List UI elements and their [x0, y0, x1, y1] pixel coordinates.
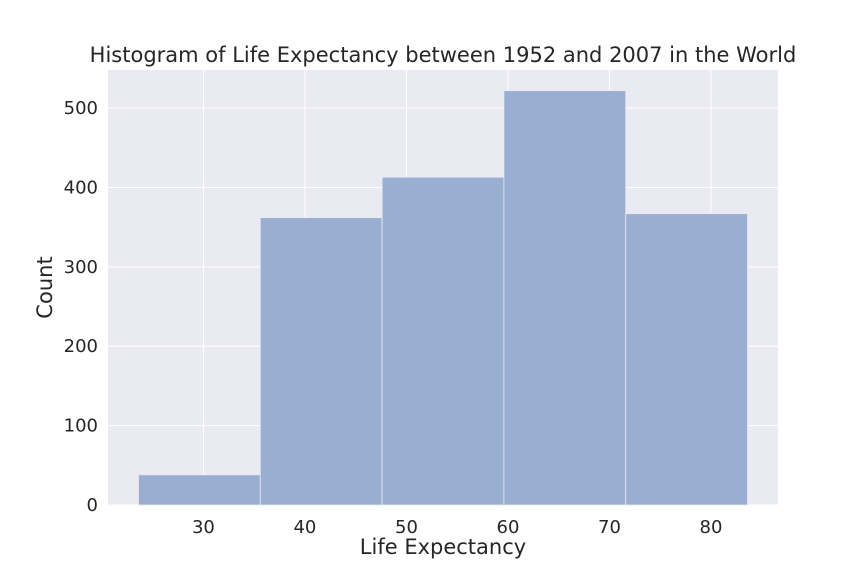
y-tick-label: 0 [87, 495, 98, 516]
histogram-bar [138, 474, 261, 506]
y-tick-label: 300 [64, 257, 98, 278]
histogram-bar [503, 90, 627, 506]
x-tick-label: 50 [395, 517, 418, 538]
x-tick-label: 70 [598, 517, 621, 538]
y-tick-label: 500 [64, 98, 98, 119]
histogram-bar [259, 217, 383, 506]
histogram-bars [138, 90, 748, 506]
tick-labels: 30 40 50 60 70 80 0 100 200 300 400 500 [64, 98, 723, 538]
y-tick-label: 200 [64, 336, 98, 357]
y-tick-label: 100 [64, 416, 98, 437]
x-tick-label: 60 [497, 517, 520, 538]
histogram-bar [625, 213, 748, 506]
x-tick-label: 80 [700, 517, 723, 538]
histogram-bar [381, 176, 505, 506]
y-axis-label: Count [33, 256, 57, 318]
x-tick-label: 40 [293, 517, 316, 538]
x-tick-label: 30 [192, 517, 215, 538]
y-tick-label: 400 [64, 177, 98, 198]
chart-title: Histogram of Life Expectancy between 195… [90, 43, 797, 67]
x-axis-label: Life Expectancy [360, 535, 526, 559]
